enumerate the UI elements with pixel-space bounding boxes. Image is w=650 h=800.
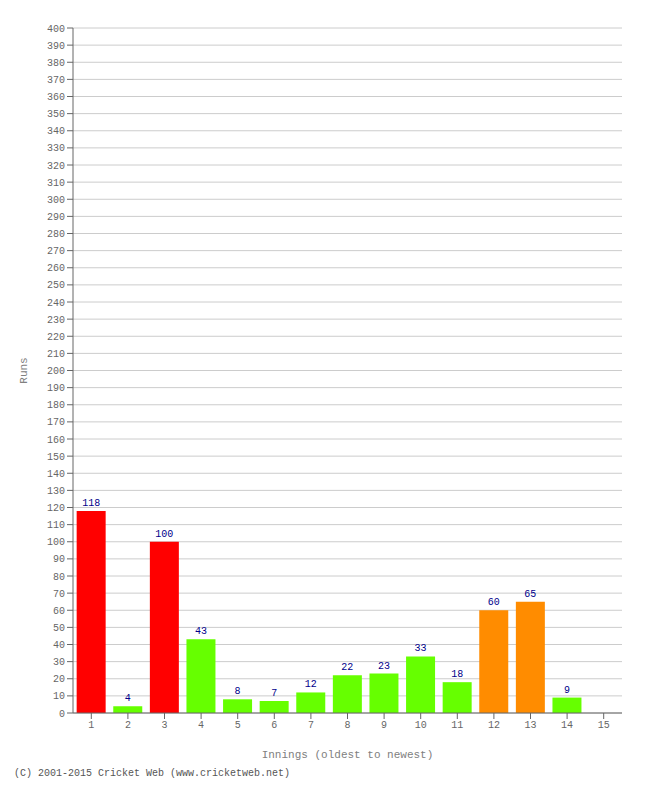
svg-text:14: 14	[561, 720, 573, 731]
svg-text:100: 100	[47, 537, 65, 548]
svg-text:140: 140	[47, 469, 65, 480]
svg-text:43: 43	[195, 626, 207, 637]
svg-text:390: 390	[47, 41, 65, 52]
svg-text:200: 200	[47, 366, 65, 377]
svg-text:2: 2	[125, 720, 131, 731]
svg-text:40: 40	[53, 640, 65, 651]
svg-text:9: 9	[381, 720, 387, 731]
svg-text:110: 110	[47, 520, 65, 531]
svg-text:9: 9	[564, 685, 570, 696]
svg-text:7: 7	[308, 720, 314, 731]
svg-text:260: 260	[47, 263, 65, 274]
svg-text:160: 160	[47, 435, 65, 446]
svg-text:15: 15	[598, 720, 610, 731]
svg-text:1: 1	[88, 720, 94, 731]
svg-text:5: 5	[235, 720, 241, 731]
svg-text:130: 130	[47, 486, 65, 497]
svg-text:8: 8	[235, 686, 241, 697]
svg-text:270: 270	[47, 246, 65, 257]
svg-text:190: 190	[47, 383, 65, 394]
svg-text:8: 8	[344, 720, 350, 731]
svg-text:220: 220	[47, 332, 65, 343]
svg-text:210: 210	[47, 349, 65, 360]
svg-text:7: 7	[271, 688, 277, 699]
html-text:(C) 2001-2015 Cricket Web (www: (C) 2001-2015 Cricket Web (www.cricketwe…	[14, 768, 290, 779]
svg-text:80: 80	[53, 572, 65, 583]
svg-text:120: 120	[47, 503, 65, 514]
svg-text:230: 230	[47, 315, 65, 326]
svg-text:Innings (oldest to newest): Innings (oldest to newest)	[262, 749, 434, 761]
svg-text:6: 6	[271, 720, 277, 731]
svg-text:10: 10	[415, 720, 427, 731]
svg-text:20: 20	[53, 674, 65, 685]
svg-text:60: 60	[488, 597, 500, 608]
svg-text:330: 330	[47, 143, 65, 154]
svg-text:10: 10	[53, 691, 65, 702]
svg-text:0: 0	[59, 709, 65, 720]
svg-text:65: 65	[524, 589, 536, 600]
svg-text:350: 350	[47, 109, 65, 120]
svg-text:310: 310	[47, 178, 65, 189]
svg-text:33: 33	[415, 643, 427, 654]
svg-text:150: 150	[47, 452, 65, 463]
svg-text:70: 70	[53, 589, 65, 600]
svg-text:320: 320	[47, 161, 65, 172]
svg-text:23: 23	[378, 661, 390, 672]
svg-text:13: 13	[524, 720, 536, 731]
svg-text:100: 100	[155, 529, 173, 540]
svg-text:370: 370	[47, 75, 65, 86]
svg-text:240: 240	[47, 298, 65, 309]
svg-text:12: 12	[488, 720, 500, 731]
svg-text:300: 300	[47, 195, 65, 206]
svg-text:30: 30	[53, 657, 65, 668]
svg-text:360: 360	[47, 92, 65, 103]
svg-text:60: 60	[53, 606, 65, 617]
svg-text:11: 11	[451, 720, 463, 731]
svg-text:3: 3	[161, 720, 167, 731]
svg-text:18: 18	[451, 669, 463, 680]
svg-text:170: 170	[47, 417, 65, 428]
svg-text:4: 4	[198, 720, 204, 731]
svg-text:340: 340	[47, 126, 65, 137]
svg-text:380: 380	[47, 58, 65, 69]
svg-text:280: 280	[47, 229, 65, 240]
svg-text:250: 250	[47, 280, 65, 291]
svg-text:50: 50	[53, 623, 65, 634]
svg-text:290: 290	[47, 212, 65, 223]
svg-text:22: 22	[341, 662, 353, 673]
svg-text:400: 400	[47, 24, 65, 35]
svg-text:4: 4	[125, 693, 131, 704]
svg-text:90: 90	[53, 554, 65, 565]
svg-text:180: 180	[47, 400, 65, 411]
svg-text:12: 12	[305, 679, 317, 690]
svg-text:Runs: Runs	[18, 357, 30, 383]
svg-text:118: 118	[82, 498, 100, 509]
